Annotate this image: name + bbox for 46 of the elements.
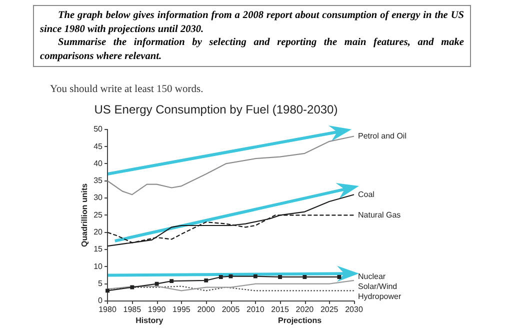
x-tick-label: 2030 <box>345 305 364 314</box>
point <box>130 285 134 290</box>
x-tick-label: 1980 <box>98 305 117 314</box>
y-tick-label: 10 <box>94 262 104 271</box>
x-tick-label: 1990 <box>148 305 166 314</box>
x-tick-label: 2000 <box>197 305 216 314</box>
x-tick-label: 2025 <box>320 305 339 314</box>
point <box>278 275 282 279</box>
series-label: Petrol and Oil <box>358 131 407 140</box>
y-axis-title: Quadrillion units <box>80 182 90 247</box>
text: You should write at least 150 words. <box>50 84 204 95</box>
point <box>228 274 233 278</box>
point <box>154 282 159 286</box>
point <box>253 274 258 278</box>
x-tick-label: 2015 <box>271 305 290 314</box>
text: Nuclear <box>358 272 386 282</box>
text: The graph below gives information from a 2008 report about consumption of energy in the US since 1980 with projections until 2030. <box>40 9 464 36</box>
y-tick-label: 0 <box>98 296 104 306</box>
y-tick-label: 30 <box>94 193 104 202</box>
y-tick-label: 50 <box>94 124 104 134</box>
text: Projections <box>278 316 322 326</box>
point <box>337 275 342 279</box>
y-tick-label: 25 <box>94 210 104 220</box>
x-tick-label: 2005 <box>222 305 240 314</box>
y-tick-label: 15 <box>94 244 104 254</box>
x-tick-label: 2020 <box>296 305 314 314</box>
text: History <box>136 316 164 326</box>
y-tick-label: 40 <box>94 158 104 168</box>
series-label: Natural Gas <box>358 210 401 220</box>
series-label: Solar/Wind <box>358 282 398 292</box>
y-tick-label: 20 <box>94 228 104 237</box>
x-tick-label: 2010 <box>246 305 265 314</box>
x-tick-label: 1995 <box>172 305 191 314</box>
x-tick-label: 1985 <box>123 305 142 314</box>
point <box>302 275 307 279</box>
text: Summarise the information by selecting and reporting the main features, and make comparisons where relevant. <box>40 36 464 63</box>
chart-title: US Energy Consumption by Fuel (1980-2030) <box>94 102 338 117</box>
point <box>204 278 208 282</box>
y-tick-label: 35 <box>94 176 104 186</box>
series-label: Hydropower <box>358 292 402 302</box>
series-label: Coal <box>358 190 375 199</box>
point <box>170 279 174 284</box>
point <box>106 288 110 293</box>
y-tick-label: 5 <box>98 279 104 288</box>
y-tick-label: 45 <box>94 142 104 151</box>
point <box>218 275 223 279</box>
